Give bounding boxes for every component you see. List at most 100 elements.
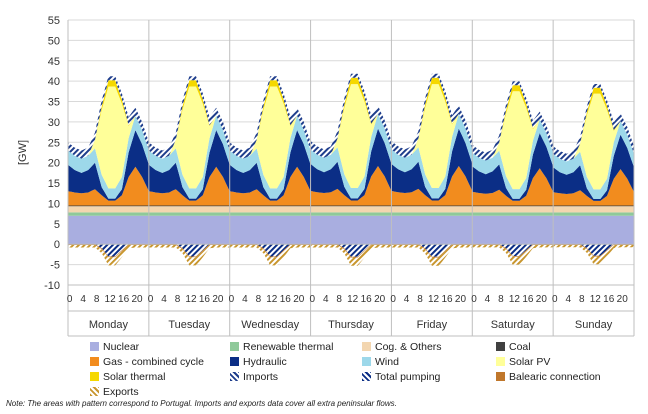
legend-item-imports: Imports	[230, 371, 278, 383]
legend-swatch	[230, 372, 239, 381]
area-imports-thursday	[310, 73, 392, 158]
y-tick-label: 25	[48, 137, 60, 149]
hour-tick-label: 0	[148, 294, 154, 305]
y-tick-label: 40	[48, 76, 60, 88]
area-hydraulic-friday	[391, 128, 473, 201]
day-label: Monday	[89, 319, 129, 331]
area-gas-combined-cycle-tuesday	[148, 166, 230, 206]
legend-label: Wind	[375, 356, 399, 368]
hour-tick-label: 16	[199, 294, 211, 305]
y-tick-label: 30	[48, 117, 60, 129]
area-solar-pv-monday	[68, 86, 149, 189]
area-nuclear-friday	[391, 215, 473, 245]
hour-tick-label: 8	[175, 294, 181, 305]
hour-tick-label: 12	[347, 294, 359, 305]
area-coal-tuesday	[148, 205, 230, 207]
area-cog-others-tuesday	[148, 206, 230, 213]
y-tick-label: 45	[48, 56, 60, 68]
legend-item-nuclear: Nuclear	[90, 341, 139, 353]
area-exports-monday	[68, 245, 149, 266]
area-renewable-thermal-monday	[68, 212, 149, 216]
hour-tick-label: 20	[293, 294, 305, 305]
area-solar-pv-thursday	[310, 84, 392, 188]
hour-tick-label: 8	[498, 294, 504, 305]
stacked-areas	[68, 73, 634, 266]
hour-tick-label: 16	[522, 294, 534, 305]
day-label: Tuesday	[168, 319, 210, 331]
area-coal-friday	[391, 205, 473, 207]
area-gas-combined-cycle-sunday	[553, 169, 634, 206]
hour-tick-label: 4	[404, 294, 410, 305]
area-gas-combined-cycle-saturday	[472, 168, 554, 206]
legend-label: Coal	[509, 341, 531, 353]
hour-tick-label: 16	[361, 294, 373, 305]
area-imports-saturday	[472, 81, 554, 161]
area-imports-wednesday	[229, 76, 311, 159]
area-coal-thursday	[310, 205, 392, 207]
area-renewable-thermal-saturday	[472, 212, 554, 216]
legend-item-cog-others: Cog. & Others	[362, 341, 442, 353]
area-solar-pv-wednesday	[229, 86, 311, 189]
legend-swatch	[496, 342, 505, 351]
area-exports-wednesday	[229, 245, 311, 266]
legend-item-gas-combined-cycle: Gas - combined cycle	[90, 356, 204, 368]
legend-label: Solar PV	[509, 356, 551, 368]
area-hydraulic-saturday	[472, 133, 554, 201]
y-tick-label: 15	[48, 178, 60, 190]
y-tick-label: 50	[48, 35, 60, 47]
legend-label: Exports	[103, 386, 139, 398]
area-imports-tuesday	[148, 76, 230, 159]
area-total-pumping-friday	[391, 244, 473, 257]
day-label: Wednesday	[241, 319, 299, 331]
legend-label: Solar thermal	[103, 371, 166, 383]
day-label: Sunday	[575, 319, 613, 331]
area-hydraulic-sunday	[553, 134, 634, 201]
hour-tick-label: 20	[536, 294, 548, 305]
area-cog-others-wednesday	[229, 206, 311, 213]
hour-tick-label: 0	[471, 294, 477, 305]
area-exports-tuesday	[148, 245, 230, 266]
area-cog-others-thursday	[310, 206, 392, 213]
hour-tick-label: 4	[485, 294, 491, 305]
legend-swatch	[90, 387, 99, 396]
legend-label: Balearic connection	[509, 371, 601, 383]
hour-tick-label: 0	[67, 294, 73, 305]
y-tick-label: -10	[44, 280, 60, 292]
hour-tick-label: 20	[374, 294, 386, 305]
area-cog-others-monday	[68, 206, 149, 213]
area-solar-pv-tuesday	[148, 86, 230, 189]
legend-item-balearic-connection: Balearic connection	[496, 371, 601, 383]
area-nuclear-monday	[68, 215, 149, 245]
legend-item-exports: Exports	[90, 386, 139, 398]
hour-tick-label: 8	[256, 294, 262, 305]
hour-tick-label: 0	[552, 294, 558, 305]
area-renewable-thermal-sunday	[553, 212, 634, 216]
legend-label: Hydraulic	[243, 356, 287, 368]
area-total-pumping-tuesday	[148, 244, 230, 257]
hour-tick-label: 8	[94, 294, 100, 305]
area-imports-friday	[391, 73, 473, 158]
legend-label: Gas - combined cycle	[103, 356, 204, 368]
area-renewable-thermal-friday	[391, 212, 473, 216]
hour-tick-label: 0	[229, 294, 235, 305]
area-hydraulic-thursday	[310, 128, 392, 201]
y-tick-label: 5	[54, 219, 60, 231]
hour-tick-label: 8	[579, 294, 585, 305]
hour-tick-label: 8	[336, 294, 342, 305]
area-gas-combined-cycle-monday	[68, 166, 149, 206]
legend-label: Total pumping	[375, 371, 441, 383]
hour-tick-label: 8	[417, 294, 423, 305]
area-cog-others-friday	[391, 206, 473, 213]
legend-swatch	[230, 357, 239, 366]
hour-tick-label: 16	[280, 294, 292, 305]
hour-tick-label: 16	[603, 294, 615, 305]
area-hydraulic-tuesday	[148, 130, 230, 201]
legend-item-coal: Coal	[496, 341, 531, 353]
legend-item-hydraulic: Hydraulic	[230, 356, 287, 368]
legend-swatch	[362, 357, 371, 366]
area-nuclear-wednesday	[229, 215, 311, 245]
legend-swatch	[496, 357, 505, 366]
area-solar-pv-sunday	[553, 93, 634, 190]
